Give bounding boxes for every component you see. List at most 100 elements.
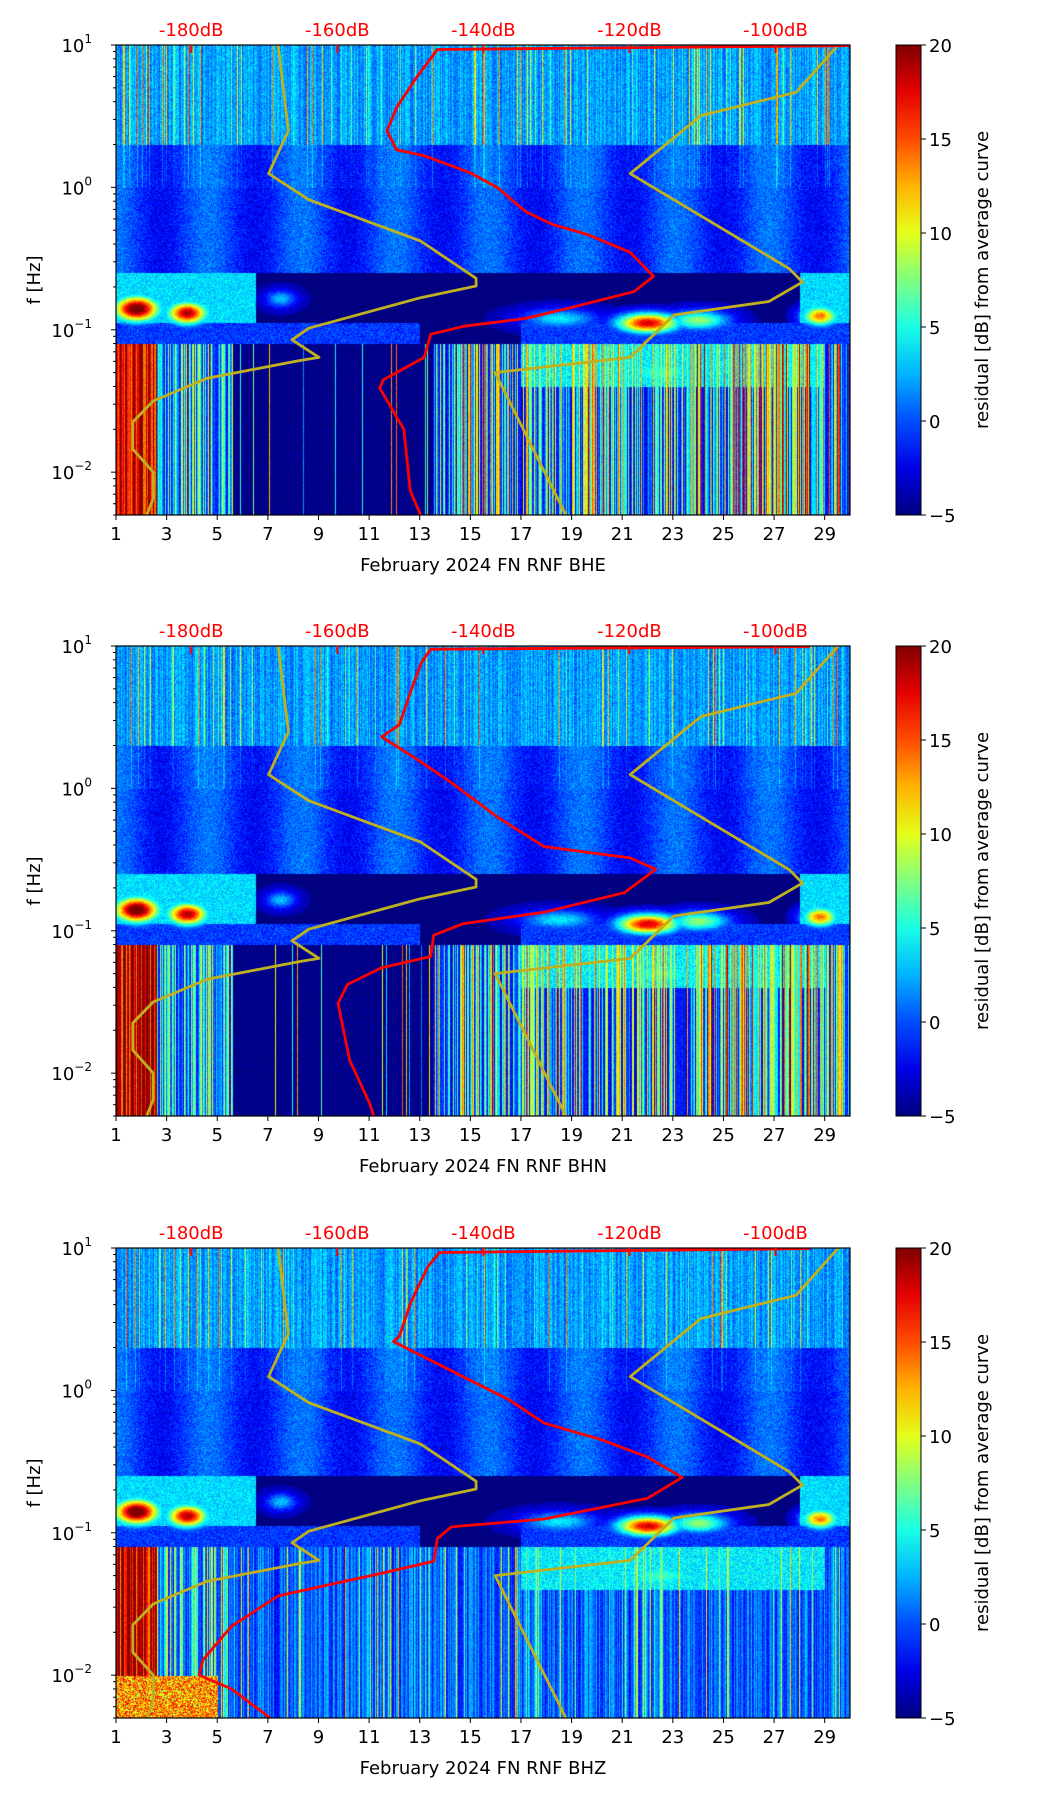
x-tick-label: 9 <box>313 1727 324 1748</box>
colorbar-tick-label: −5 <box>929 506 956 527</box>
colorbar-tick-label: 0 <box>929 1615 940 1636</box>
x-tick-label: 19 <box>560 1125 583 1146</box>
x-tick-label: 1 <box>110 524 121 545</box>
colorbar-tick-label: −5 <box>929 1709 956 1730</box>
chart-axes: 1 3 5 7 9 11 13 15 17 19 21 23 25 27 2910110010−110−2-… <box>24 20 993 576</box>
y-tick-label: 10−1 <box>51 317 92 342</box>
plot-frame <box>115 44 851 516</box>
x-tick-label: 13 <box>408 524 431 545</box>
noise-psd-line <box>378 45 850 515</box>
colorbar-tick-label: 20 <box>929 1239 952 1260</box>
y-tick-label: 101 <box>61 32 92 57</box>
x-tick-label: 15 <box>459 1125 482 1146</box>
spectrogram-panel-bhz: 1 3 5 7 9 11 13 15 17 19 21 23 25 27 29 101 100 10−1 10−2-… <box>0 1203 1052 1803</box>
x-tick-label: 21 <box>611 524 634 545</box>
colorbar-tick-label: 20 <box>929 637 952 658</box>
spectrogram-image <box>116 45 850 515</box>
db-tick-label: -140dB <box>451 20 516 41</box>
x-tick-label: 19 <box>560 524 583 545</box>
colorbar-label: residual [dB] from average curve <box>972 131 993 429</box>
high-noise-model-line <box>493 1248 840 1718</box>
x-tick-label: 15 <box>459 1727 482 1748</box>
x-tick-label: 9 <box>313 524 324 545</box>
y-tick-label: 100 <box>61 174 92 199</box>
x-tick-label: 27 <box>763 1727 786 1748</box>
colorbar-label: residual [dB] from average curve <box>972 732 993 1030</box>
colorbar-tick-label: 5 <box>929 1521 940 1542</box>
x-tick-label: 9 <box>313 1125 324 1146</box>
y-tick-label: 101 <box>61 1235 92 1260</box>
db-tick-label: -100dB <box>743 20 808 41</box>
db-tick-label: -160dB <box>305 1223 370 1244</box>
x-tick-label: 25 <box>712 1125 735 1146</box>
plot-frame <box>115 1247 851 1719</box>
plot-frame <box>115 645 851 1117</box>
db-tick-label: -100dB <box>743 1223 808 1244</box>
x-tick-label: 11 <box>358 524 381 545</box>
x-tick-label: 11 <box>358 1125 381 1146</box>
y-axis-label: f [Hz] <box>24 856 45 905</box>
colorbar-tick-label: 10 <box>929 1427 952 1448</box>
db-tick-label: -180dB <box>159 20 224 41</box>
colorbar-tick-label: 15 <box>929 731 952 752</box>
x-tick-label: 3 <box>161 524 172 545</box>
colorbar-tick-label: 0 <box>929 412 940 433</box>
y-tick-label: 100 <box>61 775 92 800</box>
x-tick-label: 17 <box>510 1727 533 1748</box>
colorbar-tick-label: 5 <box>929 318 940 339</box>
db-tick-label: -180dB <box>159 621 224 642</box>
x-tick-label: 25 <box>712 524 735 545</box>
noise-psd-line <box>336 646 810 1116</box>
db-tick-label: -160dB <box>305 621 370 642</box>
colorbar-tick-label: 10 <box>929 825 952 846</box>
x-tick-label: 21 <box>611 1125 634 1146</box>
colorbar-label: residual [dB] from average curve <box>972 1334 993 1632</box>
low-noise-model-line <box>131 45 478 515</box>
x-tick-label: 7 <box>262 1125 273 1146</box>
db-tick-label: -120dB <box>597 621 662 642</box>
chart-axes: 1 3 5 7 9 11 13 15 17 19 21 23 25 27 2910110010−110−2-… <box>24 621 993 1177</box>
high-noise-model-line <box>493 646 840 1116</box>
db-tick-label: -160dB <box>305 20 370 41</box>
x-tick-label: 5 <box>212 1125 223 1146</box>
x-tick-label: 17 <box>510 1125 533 1146</box>
x-tick-label: 29 <box>813 1727 836 1748</box>
colorbar-tick-label: 0 <box>929 1013 940 1034</box>
db-tick-label: -180dB <box>159 1223 224 1244</box>
x-tick-label: 7 <box>262 524 273 545</box>
x-tick-label: 25 <box>712 1727 735 1748</box>
colorbar <box>895 44 922 516</box>
x-tick-label: 7 <box>262 1727 273 1748</box>
colorbar-tick-label: 15 <box>929 1333 952 1354</box>
spectrogram-panel-bhe: 1 3 5 7 9 11 13 15 17 19 21 23 25 27 29 101 100 10−1 10−2-… <box>0 0 1052 600</box>
x-tick-label: 1 <box>110 1727 121 1748</box>
y-tick-label: 10−1 <box>51 918 92 943</box>
x-tick-label: 13 <box>408 1125 431 1146</box>
y-tick-label: 10−2 <box>51 1060 92 1085</box>
x-tick-label: 29 <box>813 524 836 545</box>
colorbar <box>895 1247 922 1719</box>
y-tick-label: 101 <box>61 633 92 658</box>
spectrogram-panel-bhn: 1 3 5 7 9 11 13 15 17 19 21 23 25 27 29 101 100 10−1 10−2-… <box>0 601 1052 1201</box>
y-tick-label: 10−1 <box>51 1520 92 1545</box>
x-tick-label: 23 <box>661 524 684 545</box>
x-tick-label: 1 <box>110 1125 121 1146</box>
x-tick-label: 27 <box>763 1125 786 1146</box>
colorbar-tick-label: −5 <box>929 1107 956 1128</box>
high-noise-model-line <box>493 45 840 515</box>
spectrogram-image <box>116 646 850 1116</box>
x-tick-label: 27 <box>763 524 786 545</box>
colorbar-tick-label: 10 <box>929 224 952 245</box>
x-tick-label: 15 <box>459 524 482 545</box>
colorbar-tick-label: 15 <box>929 130 952 151</box>
noise-psd-line <box>197 1248 810 1718</box>
db-tick-label: -120dB <box>597 1223 662 1244</box>
colorbar-tick-label: 20 <box>929 36 952 57</box>
x-tick-label: 13 <box>408 1727 431 1748</box>
y-tick-label: 100 <box>61 1377 92 1402</box>
chart-axes: 1 3 5 7 9 11 13 15 17 19 21 23 25 27 2910110010−110−2-… <box>24 1223 993 1779</box>
low-noise-model-line <box>131 646 478 1116</box>
colorbar-tick-label: 5 <box>929 919 940 940</box>
x-tick-label: 3 <box>161 1727 172 1748</box>
x-tick-label: 29 <box>813 1125 836 1146</box>
